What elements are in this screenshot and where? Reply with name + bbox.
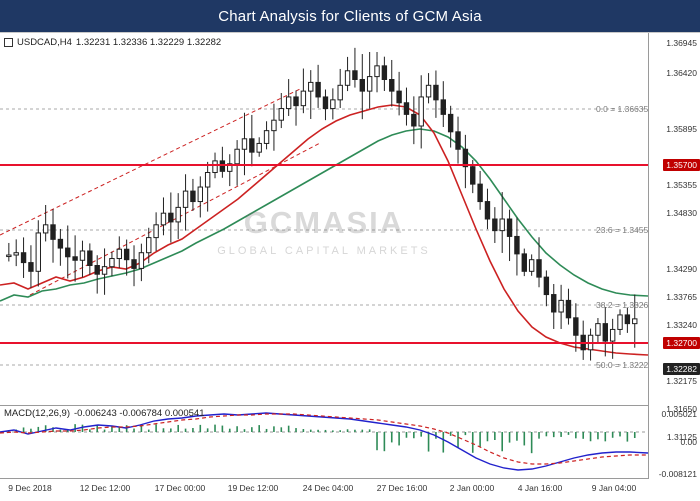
x-tick-5: 27 Dec 16:00: [376, 483, 428, 493]
macd-label: MACD(12,26,9): [4, 408, 70, 419]
x-tick-8: 9 Jan 04:00: [591, 483, 637, 493]
symbol-ohlc-values: 1.32231 1.32336 1.32229 1.32282: [75, 37, 222, 48]
title-bar: Chart Analysis for Clients of GCM Asia: [0, 0, 700, 32]
page-title: Chart Analysis for Clients of GCM Asia: [218, 7, 482, 25]
y-tick-3: 1.35355: [666, 180, 697, 190]
support-price-label: 1.32700: [663, 337, 700, 349]
macd-values: -0.006243 -0.006784 0.000541: [74, 408, 205, 419]
y-tick-1: 1.36420: [666, 68, 697, 78]
time-axis: 9 Dec 2018 12 Dec 12:00 17 Dec 00:00 19 …: [0, 479, 700, 501]
price-axis: 1.36945 1.36420 1.35895 1.35355 1.34830 …: [649, 33, 700, 479]
macd-info-line: MACD(12,26,9) -0.006243 -0.006784 0.0005…: [4, 408, 204, 419]
y-tick-11: 1.31125: [666, 432, 697, 442]
x-tick-7: 4 Jan 16:00: [517, 483, 563, 493]
macd-y-tick-0: 0.005021: [661, 409, 697, 419]
fib-label-0: 0.0 = 1.36635: [596, 104, 649, 114]
x-tick-1: 12 Dec 12:00: [79, 483, 131, 493]
y-tick-2: 1.35895: [666, 124, 697, 134]
x-tick-4: 24 Dec 04:00: [302, 483, 354, 493]
macd-svg: [0, 412, 648, 471]
macd-y-tick-2: -0.008121: [658, 469, 697, 479]
y-tick-7: 1.33240: [666, 320, 697, 330]
chart-frame: GCMASIA GLOBAL CAPITAL MARKETS: [0, 32, 700, 501]
y-tick-4: 1.34830: [666, 208, 697, 218]
x-tick-6: 2 Jan 00:00: [449, 483, 495, 493]
chart-marker-icon: [4, 38, 13, 47]
symbol-label: USDCAD,H4: [17, 37, 72, 48]
fib-label-382: 38.2 = 1.33264: [596, 300, 649, 310]
y-tick-6: 1.33765: [666, 292, 697, 302]
y-tick-9: 1.32175: [666, 376, 697, 386]
x-tick-0: 9 Dec 2018: [8, 483, 52, 493]
macd-pane: MACD(12,26,9) -0.006243 -0.006784 0.0005…: [0, 406, 649, 479]
price-svg: [0, 47, 648, 366]
y-tick-0: 1.36945: [666, 38, 697, 48]
price-plot: GCMASIA GLOBAL CAPITAL MARKETS: [0, 33, 649, 406]
x-tick-2: 17 Dec 00:00: [154, 483, 206, 493]
x-tick-3: 19 Dec 12:00: [227, 483, 279, 493]
symbol-info-line: USDCAD,H4 1.32231 1.32336 1.32229 1.3228…: [4, 37, 221, 48]
y-tick-10: 1.31650: [666, 404, 697, 414]
macd-y-tick-1: 0.00: [680, 437, 697, 447]
fib-label-500: 50.0 = 1.32222: [596, 360, 649, 370]
y-tick-5: 1.34290: [666, 264, 697, 274]
resistance-price-label: 1.35700: [663, 159, 700, 171]
fib-label-236: 23.6 = 1.34552: [596, 225, 649, 235]
last-price-label: 1.32282: [663, 363, 700, 375]
